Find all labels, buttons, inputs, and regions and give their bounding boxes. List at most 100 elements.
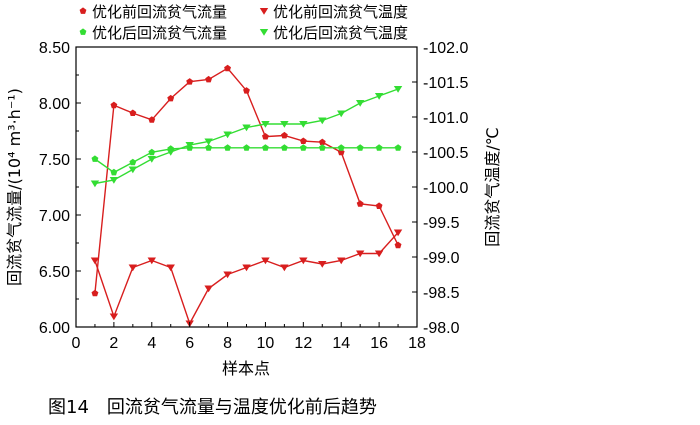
data-point: [109, 313, 119, 321]
data-point: [166, 264, 175, 272]
data-point: [356, 200, 364, 207]
data-point: [318, 261, 327, 268]
legend-marker: [259, 29, 269, 36]
y-right-tick-label: -100.0: [423, 180, 468, 197]
legend-item: 优化后回流贫气温度: [259, 24, 408, 42]
data-point: [318, 117, 327, 125]
data-point: [337, 257, 346, 265]
x-tick-label: 8: [223, 335, 232, 352]
data-point: [148, 116, 156, 123]
y-left-tick-label: 8.50: [39, 40, 70, 57]
data-point: [375, 202, 383, 209]
data-point: [167, 94, 175, 102]
y-right-tick-label: -102.0: [423, 40, 468, 57]
axis-ticks: 0 2 4 6 8 10 12 14 16 18 6.00 6.50 7.00 7.50 8.00 8.50 -…: [39, 40, 469, 352]
series-2: [90, 229, 403, 328]
y-right-tick-label: -99.5: [423, 215, 460, 232]
y-right-tick-label: -100.5: [423, 145, 468, 162]
series-line: [94, 67, 399, 294]
data-point: [147, 156, 156, 163]
y-right-tick-label: -98.5: [423, 285, 460, 302]
x-tick-label: 2: [109, 335, 118, 352]
figure-caption: 图14 回流贫气流量与温度优化前后趋势: [48, 397, 377, 418]
y-axis-label-left: 回流贫气流量/(10⁴ m³·h⁻¹): [5, 88, 24, 286]
x-tick-label: 12: [294, 335, 312, 352]
data-point: [128, 166, 138, 174]
x-tick-label: 14: [332, 335, 350, 352]
legend-marker: [79, 7, 87, 14]
y-right-tick-label: -101.0: [423, 110, 468, 127]
data-point: [243, 144, 250, 151]
data-point: [280, 264, 289, 272]
legend-label: 优化前回流贫气温度: [273, 3, 408, 21]
y-left-tick-label: 7.00: [39, 208, 70, 225]
legend-item: 优化前回流贫气流量: [79, 3, 227, 21]
x-tick-label: 6: [185, 335, 194, 352]
chart-marks: [90, 64, 403, 328]
legend-label: 优化后回流贫气流量: [92, 24, 227, 42]
data-point: [186, 78, 194, 85]
data-point: [129, 109, 137, 116]
y-left-tick-label: 8.00: [39, 96, 70, 113]
data-point: [375, 144, 383, 151]
series-line: [94, 147, 399, 174]
data-point: [205, 75, 212, 83]
y-left-tick-label: 6.50: [39, 264, 70, 281]
data-point: [281, 131, 288, 139]
x-axis-label: 样本点: [222, 359, 270, 378]
data-point: [128, 264, 138, 272]
data-point: [90, 257, 100, 265]
data-point: [223, 271, 232, 279]
data-point: [224, 64, 231, 72]
y-right-tick-label: -99.0: [423, 250, 460, 267]
series-4: [90, 86, 403, 188]
data-point: [204, 285, 213, 293]
data-point: [355, 100, 365, 107]
y-axis-label-right: 回流贫气温度/℃: [483, 127, 502, 246]
data-point: [356, 144, 364, 151]
data-point: [91, 155, 99, 162]
x-tick-label: 10: [257, 335, 275, 352]
legend-marker: [79, 28, 87, 35]
data-point: [223, 131, 232, 139]
x-tick-label: 4: [147, 335, 156, 352]
data-point: [110, 168, 118, 176]
data-point: [393, 229, 403, 237]
series-3: [91, 144, 402, 176]
y-left-tick-label: 7.50: [39, 152, 70, 169]
legend-item: 优化前回流贫气温度: [259, 3, 408, 21]
x-tick-label: 0: [72, 335, 81, 352]
data-point: [318, 138, 326, 146]
data-point: [109, 177, 119, 184]
data-point: [243, 87, 250, 94]
data-point: [262, 144, 269, 151]
data-point: [205, 144, 212, 151]
data-point: [394, 144, 402, 151]
data-point: [261, 257, 270, 265]
data-point: [355, 250, 365, 258]
x-tick-label: 16: [370, 335, 388, 352]
data-point: [110, 101, 118, 109]
data-point: [394, 241, 402, 249]
data-point: [299, 121, 308, 128]
data-point: [337, 110, 346, 118]
series-line: [94, 88, 399, 185]
legend-marker: [259, 8, 269, 15]
data-point: [374, 93, 384, 100]
legend-label: 优化前回流贫气流量: [92, 3, 227, 21]
data-point: [185, 142, 194, 149]
data-point: [166, 149, 175, 156]
legend-label: 优化后回流贫气温度: [273, 24, 408, 42]
data-point: [262, 133, 269, 140]
legend-item: 优化后回流贫气流量: [79, 24, 227, 42]
y-right-tick-label: -98.0: [423, 320, 460, 337]
y-right-tick-label: -101.5: [423, 75, 468, 92]
data-point: [299, 257, 308, 265]
data-point: [318, 144, 326, 151]
data-point: [129, 158, 137, 166]
series-line: [94, 232, 399, 326]
series-1: [91, 64, 402, 297]
data-point: [91, 289, 99, 297]
